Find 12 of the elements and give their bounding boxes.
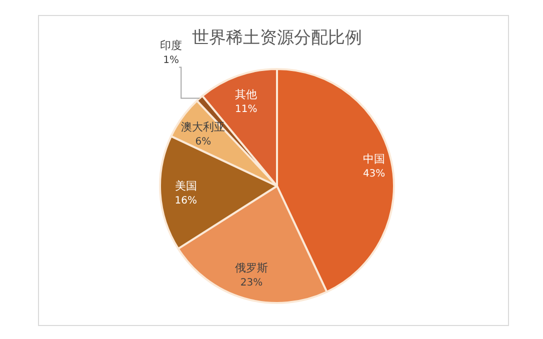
data-label: 11% <box>234 104 258 116</box>
slice-label: 其他 <box>235 88 258 102</box>
slice-label: 中国 <box>363 152 386 166</box>
data-label: 43% <box>362 168 386 180</box>
data-label: 6% <box>195 136 212 148</box>
slice-label: 印度 <box>160 39 182 52</box>
slice-label: 美国 <box>174 180 197 193</box>
data-label: 1% <box>163 55 180 66</box>
slice-label: 俄罗斯 <box>235 262 268 275</box>
data-label: 23% <box>240 278 263 289</box>
chart-title: 世界稀土资源分配比例 <box>192 28 362 48</box>
data-label: 16% <box>174 196 198 207</box>
